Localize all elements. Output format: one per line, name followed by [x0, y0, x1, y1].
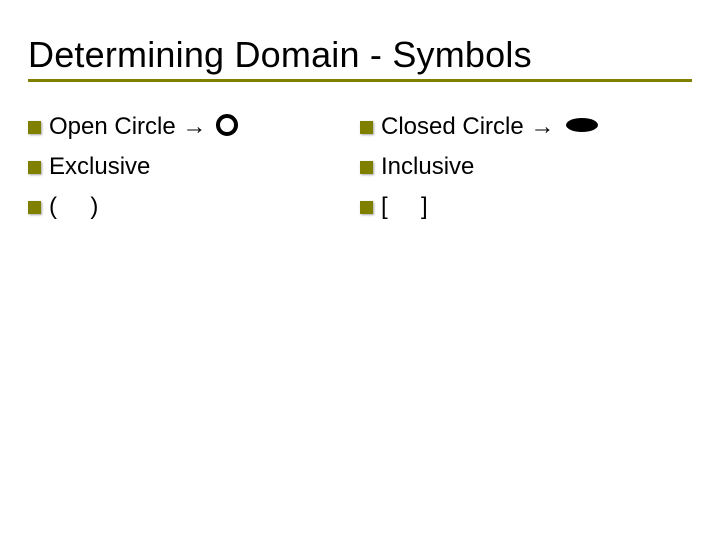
page-title: Determining Domain - Symbols	[28, 34, 692, 75]
right-column: Closed Circle → Inclusive [ ]	[360, 110, 692, 230]
left-column: Open Circle → Exclusive ( )	[28, 110, 360, 230]
list-item: Inclusive	[360, 150, 692, 184]
bullet-icon	[28, 161, 41, 174]
slide: Determining Domain - Symbols Open Circle…	[0, 0, 720, 540]
item-text: Inclusive	[381, 153, 474, 182]
bullet-icon	[28, 121, 41, 134]
list-item: Closed Circle →	[360, 110, 692, 144]
list-item: Exclusive	[28, 150, 360, 184]
open-circle-icon	[215, 113, 239, 142]
list-item: [ ]	[360, 190, 692, 224]
list-item: ( )	[28, 190, 360, 224]
list-item: Open Circle →	[28, 110, 360, 144]
bullet-icon	[360, 161, 373, 174]
content-body: Open Circle → Exclusive ( ) Closed	[28, 110, 692, 230]
item-text: [ ]	[381, 193, 428, 222]
item-text: Open Circle →	[49, 113, 213, 142]
bullet-icon	[360, 201, 373, 214]
title-block: Determining Domain - Symbols	[28, 34, 692, 82]
item-text: Closed Circle →	[381, 113, 561, 142]
item-text: ( )	[49, 193, 98, 222]
title-underline	[28, 79, 692, 82]
bullet-icon	[360, 121, 373, 134]
bullet-icon	[28, 201, 41, 214]
item-text: Exclusive	[49, 153, 150, 182]
closed-circle-icon	[565, 116, 599, 139]
